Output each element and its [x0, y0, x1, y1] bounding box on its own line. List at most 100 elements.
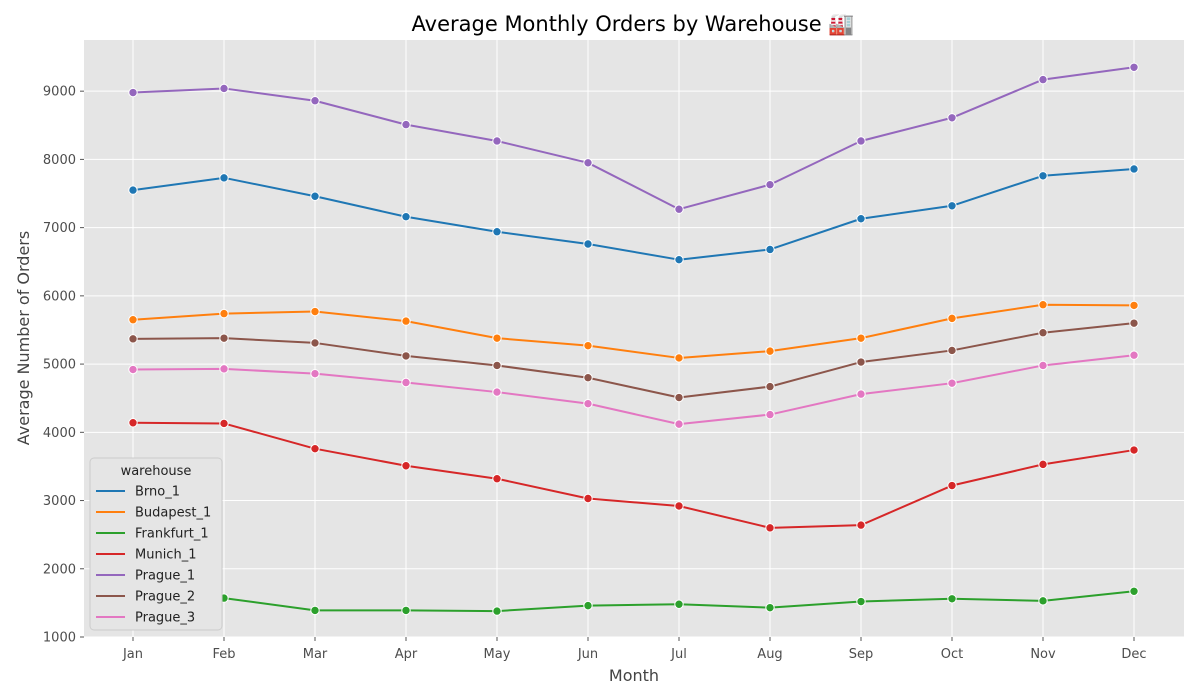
y-tick-label: 9000 [43, 85, 76, 100]
data-point [492, 606, 502, 616]
data-point [1129, 164, 1139, 174]
y-tick-label: 3000 [43, 494, 76, 509]
x-tick-label: Jan [122, 647, 143, 662]
legend-entry: Munich_1 [96, 548, 196, 563]
data-point [947, 113, 957, 123]
data-point [128, 87, 138, 98]
data-point [674, 392, 684, 403]
data-point [1129, 62, 1139, 72]
legend-title: warehouse [121, 464, 192, 479]
data-point [765, 244, 775, 255]
x-tick-label: Feb [212, 647, 235, 662]
y-tick-label: 5000 [43, 358, 76, 373]
data-point [401, 461, 411, 471]
data-point [765, 346, 775, 356]
chart-title: Average Monthly Orders by Warehouse 🏭 [412, 12, 855, 36]
data-point [492, 136, 502, 146]
data-point [128, 334, 138, 344]
x-tick-label: Mar [303, 647, 328, 662]
data-point [856, 136, 866, 146]
x-tick-label: Dec [1121, 647, 1146, 662]
series-munich-1 [128, 418, 1139, 533]
legend-label: Budapest_1 [135, 506, 211, 521]
plot-area [84, 40, 1184, 637]
data-point [583, 398, 593, 409]
data-point [765, 381, 775, 392]
data-point [1129, 586, 1139, 596]
data-point [674, 254, 684, 265]
legend-entry: Prague_2 [96, 590, 195, 605]
data-point [674, 599, 684, 609]
x-axis-label: Month [609, 666, 659, 685]
series-line [132, 66, 1135, 211]
data-point [310, 443, 320, 454]
series-frankfurt-1 [128, 586, 1139, 616]
data-point [310, 96, 320, 106]
x-tick-label: Jul [670, 647, 687, 662]
data-point [947, 378, 957, 388]
series-prague-3 [128, 350, 1139, 429]
legend-entry: Budapest_1 [96, 506, 211, 521]
data-point [128, 185, 138, 195]
data-point [856, 333, 866, 343]
legend-label: Prague_3 [135, 611, 195, 626]
legend-label: Munich_1 [135, 548, 196, 563]
x-axis-ticks: Jan Feb Mar Apr May Jun Jul Aug Sep Oct Nov Dec [122, 637, 1147, 662]
series-brno-1 [128, 164, 1139, 265]
series-line [132, 167, 1135, 261]
data-point [492, 333, 502, 343]
legend-entry: Frankfurt_1 [96, 527, 209, 542]
data-point [856, 389, 866, 399]
x-tick-label: Aug [757, 647, 782, 662]
data-point [674, 204, 684, 214]
data-point [856, 214, 866, 224]
data-point [492, 474, 502, 484]
y-tick-label: 1000 [43, 631, 76, 646]
series-layer [128, 62, 1139, 616]
data-point [310, 338, 320, 348]
series-prague-2 [128, 318, 1139, 403]
data-point [219, 333, 229, 343]
data-point [310, 605, 320, 616]
x-tick-label: Jun [577, 647, 598, 662]
y-axis-label: Average Number of Orders [14, 231, 33, 445]
data-point [492, 387, 502, 397]
y-tick-label: 2000 [43, 562, 76, 577]
data-point [947, 201, 957, 211]
data-point [401, 212, 411, 222]
legend-entry: Brno_1 [96, 485, 180, 500]
data-point [1038, 300, 1048, 310]
legend: warehouse Brno_1 Budapest_1 Frankfurt_1 Mun… [89, 457, 223, 631]
series-prague-1 [128, 62, 1139, 214]
data-point [583, 493, 593, 504]
data-point [219, 364, 229, 374]
legend-box [89, 457, 223, 631]
data-point [947, 594, 957, 604]
data-point [492, 360, 502, 371]
data-point [765, 409, 775, 420]
legend-label: Brno_1 [135, 485, 180, 500]
data-point [674, 353, 684, 363]
data-point [947, 313, 957, 324]
legend-label: Prague_1 [135, 569, 195, 584]
data-point [947, 480, 957, 491]
x-tick-label: May [484, 647, 511, 662]
y-tick-label: 7000 [43, 221, 76, 236]
legend-label: Prague_2 [135, 590, 195, 605]
data-point [1038, 459, 1048, 470]
data-point [128, 418, 138, 428]
x-tick-label: Nov [1030, 647, 1056, 662]
data-point [128, 315, 138, 325]
y-tick-label: 8000 [43, 153, 76, 168]
series-line [132, 421, 1135, 529]
data-point [1038, 74, 1048, 85]
data-point [765, 523, 775, 533]
series-line [132, 590, 1135, 613]
data-point [674, 501, 684, 511]
data-point [1129, 350, 1139, 360]
data-point [856, 520, 866, 530]
x-tick-label: Sep [849, 647, 874, 662]
y-tick-label: 4000 [43, 426, 76, 441]
data-point [583, 340, 593, 351]
data-point [219, 308, 229, 319]
